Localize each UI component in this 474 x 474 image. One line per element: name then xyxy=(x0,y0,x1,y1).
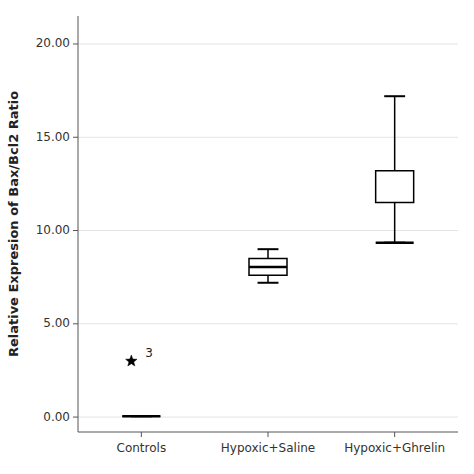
box xyxy=(122,415,160,417)
chart: 0.00 5.00 10.00 15.00 20.00 Controls Hypoxic+S… xyxy=(0,0,474,474)
whisker-low xyxy=(267,275,269,282)
y-tick xyxy=(73,323,78,324)
grid-line xyxy=(78,230,458,231)
whisker-high xyxy=(267,249,269,258)
x-tick xyxy=(141,432,142,437)
y-tick xyxy=(73,137,78,138)
x-tick-label: Hypoxic+Ghrelin xyxy=(344,441,445,455)
cap-low xyxy=(258,282,279,284)
median xyxy=(376,241,414,244)
outlier-label: 3 xyxy=(145,346,153,360)
x-tick xyxy=(394,432,395,437)
grid-line xyxy=(78,323,458,324)
x-tick-label: Controls xyxy=(117,441,167,455)
y-tick-label: 0.00 xyxy=(43,410,70,424)
y-tick-label: 20.00 xyxy=(36,36,70,50)
y-axis xyxy=(78,16,79,432)
y-tick xyxy=(73,43,78,44)
grid-line xyxy=(78,43,458,44)
box xyxy=(376,171,414,203)
y-tick xyxy=(73,230,78,231)
y-axis-label: Relative Expresion of Bax/Bcl2 Ratio xyxy=(6,91,21,357)
box xyxy=(249,259,287,276)
whisker-low xyxy=(394,203,396,243)
labels: 3 xyxy=(145,346,153,360)
outlier xyxy=(126,355,137,366)
y-tick-label: 15.00 xyxy=(36,130,70,144)
median xyxy=(122,415,160,418)
x-tick xyxy=(268,432,269,437)
cap-high xyxy=(258,248,279,250)
median xyxy=(249,266,287,269)
cap-high xyxy=(384,95,405,97)
marks xyxy=(122,96,413,416)
y-tick-label: 10.00 xyxy=(36,223,70,237)
y-tick-label: 5.00 xyxy=(43,316,70,330)
grid-line xyxy=(78,417,458,418)
whisker-high xyxy=(394,96,396,171)
grid-line xyxy=(78,137,458,138)
x-tick-label: Hypoxic+Saline xyxy=(221,441,315,455)
y-tick xyxy=(73,417,78,418)
